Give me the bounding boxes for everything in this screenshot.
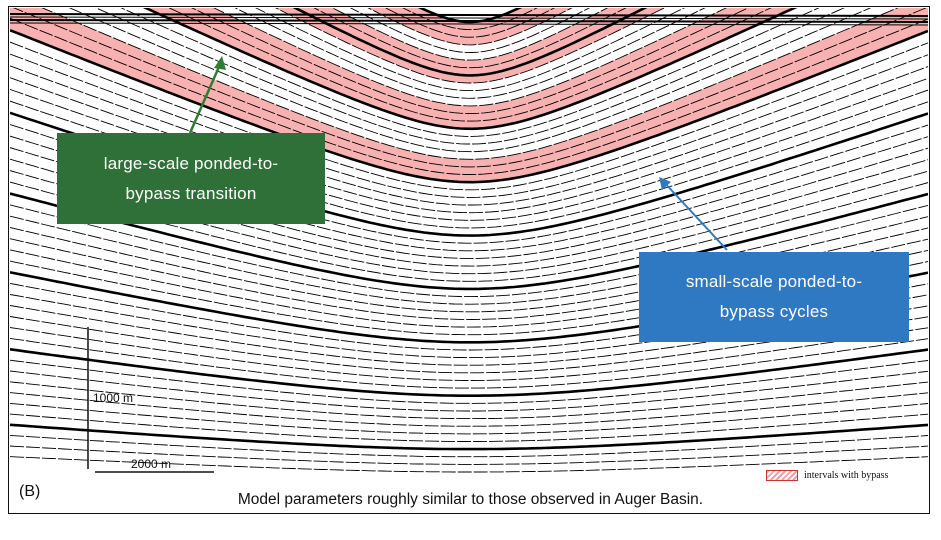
green-arrow bbox=[188, 59, 224, 134]
stratum-line bbox=[10, 170, 928, 275]
stratum-line bbox=[10, 327, 928, 381]
large-scale-transition-text: large-scale ponded-to- bypass transition bbox=[103, 153, 279, 203]
stratum-line bbox=[10, 53, 928, 198]
stratum-line bbox=[402, 8, 538, 31]
stratum-line bbox=[68, 8, 872, 153]
stratum-line bbox=[10, 381, 928, 420]
stratum-line bbox=[10, 158, 928, 267]
stratum-line bbox=[10, 181, 928, 282]
stratum-line bbox=[254, 8, 686, 92]
stratum-line bbox=[234, 8, 706, 99]
stratum-line bbox=[10, 17, 928, 175]
stratum-line bbox=[168, 8, 772, 122]
stratum-line bbox=[10, 402, 928, 435]
stratum-line bbox=[10, 413, 928, 442]
blue-arrow bbox=[661, 179, 728, 251]
small-scale-cycles-text: small-scale ponded-to- bypass cycles bbox=[685, 272, 863, 321]
scale-bars bbox=[87, 327, 214, 473]
bypass-interval bbox=[10, 8, 928, 183]
top-stratum-line bbox=[10, 16, 928, 20]
stratum-line bbox=[274, 8, 666, 84]
small-scale-cycles-callout: small-scale ponded-to- bypass cycles bbox=[639, 252, 909, 342]
strata-lines bbox=[10, 8, 928, 473]
stratum-line bbox=[95, 8, 845, 145]
stratum-line bbox=[120, 8, 820, 137]
major-stratum-line bbox=[10, 192, 928, 291]
major-stratum-line bbox=[292, 8, 648, 77]
top-stratum-line bbox=[10, 13, 928, 17]
stratum-line bbox=[10, 77, 928, 214]
stratum-line bbox=[10, 359, 928, 404]
stratum-line bbox=[10, 445, 928, 465]
stratum-line bbox=[10, 434, 928, 458]
stratum-line bbox=[191, 8, 749, 114]
stratum-line bbox=[349, 8, 591, 53]
stratum-line bbox=[10, 370, 928, 412]
stratum-line bbox=[213, 8, 727, 107]
legend-label: intervals with bypass bbox=[804, 470, 889, 481]
stratum-line bbox=[10, 41, 928, 191]
major-stratum-line bbox=[10, 423, 928, 451]
figure-caption: Model parameters roughly similar to thos… bbox=[237, 491, 704, 508]
panel-label: (B) bbox=[19, 483, 41, 500]
top-stratum-line bbox=[10, 19, 928, 23]
stratum-line bbox=[10, 456, 928, 473]
stratum-line bbox=[331, 8, 609, 61]
bypass-interval bbox=[368, 8, 572, 45]
stratum-line bbox=[41, 8, 899, 160]
stratum-line bbox=[13, 8, 927, 168]
horizontal-scale-label: 2000 m bbox=[131, 457, 172, 471]
top-stratum-line bbox=[10, 22, 928, 26]
large-scale-transition-callout: large-scale ponded-to- bypass transition bbox=[57, 133, 325, 224]
stratum-line bbox=[367, 8, 573, 46]
stratum-line bbox=[10, 204, 928, 298]
vertical-scale-label: 1000 m bbox=[93, 391, 134, 405]
stratum-line bbox=[10, 392, 928, 427]
major-stratum-line bbox=[142, 8, 798, 131]
legend-swatch bbox=[766, 470, 798, 481]
legend: intervals with bypass bbox=[766, 470, 888, 481]
stratum-line bbox=[384, 8, 556, 38]
stratum-line bbox=[10, 337, 928, 389]
major-stratum-line bbox=[10, 348, 928, 397]
major-stratum-line bbox=[10, 28, 928, 184]
blue-arrow-head bbox=[659, 177, 671, 190]
stratum-line bbox=[10, 65, 928, 206]
green-arrow-head bbox=[214, 56, 226, 70]
stratum-line bbox=[10, 147, 928, 259]
callout-arrows bbox=[188, 56, 728, 251]
